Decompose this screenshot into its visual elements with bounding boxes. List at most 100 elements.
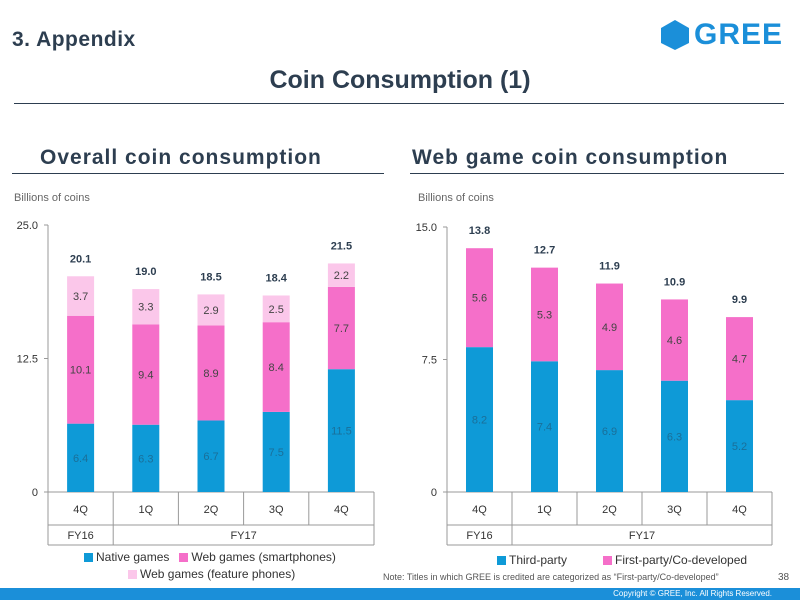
web-segment-label: 5.3: [537, 309, 552, 321]
footnote: Note: Titles in which GREE is credited a…: [383, 572, 719, 582]
overall-segment-label: 2.2: [334, 270, 349, 282]
web-segment-label: 4.7: [732, 354, 747, 366]
overall-segment-label: 11.5: [331, 426, 352, 438]
overall-y-tick-label: 25.0: [17, 220, 38, 232]
web-bar-segment: [661, 380, 688, 492]
overall-category-label: 3Q: [269, 504, 284, 516]
hexagon-logo-icon: [661, 20, 689, 50]
web-category-label: 3Q: [667, 504, 682, 516]
web-category-label: 4Q: [732, 504, 747, 516]
web-segment-label: 8.2: [472, 415, 487, 427]
left-legend-row-2: Web games (feature phones): [128, 567, 305, 581]
web-bar-segment: [726, 400, 753, 492]
left-chart-title: Overall coin consumption: [40, 146, 322, 169]
overall-bar-segment: [262, 411, 290, 492]
footer-bar: [0, 588, 800, 600]
web-segment-label: 6.9: [602, 426, 617, 438]
left-legend-row-1: Native games Web games (smartphones): [84, 550, 346, 564]
web-total-label: 10.9: [664, 276, 685, 288]
overall-segment-label: 10.1: [70, 365, 91, 377]
overall-segment-label: 2.9: [203, 305, 218, 317]
web-bar-segment: [466, 347, 493, 492]
gree-logo: GREE: [660, 18, 783, 52]
web-y-tick-label: 7.5: [422, 355, 437, 367]
web-bar-segment: [466, 248, 493, 348]
overall-bar-segment: [262, 295, 290, 323]
overall-category-label: 4Q: [73, 504, 88, 516]
legend-label: Web games (feature phones): [140, 567, 296, 581]
overall-segment-label: 7.5: [269, 447, 284, 459]
overall-y-tick-label: 0: [32, 487, 38, 499]
right-chart-divider: [410, 173, 784, 174]
web-bar-segment: [531, 361, 558, 492]
web-fiscal-year-label: FY17: [629, 530, 655, 542]
overall-segment-label: 8.9: [203, 368, 218, 380]
web-segment-label: 5.6: [472, 293, 487, 305]
third-party-swatch-icon: [497, 555, 506, 565]
web-total-label: 12.7: [534, 245, 555, 257]
overall-segment-label: 8.4: [269, 362, 284, 374]
overall-segment-label: 3.7: [73, 291, 88, 303]
overall-segment-label: 2.5: [269, 304, 284, 316]
legend-third-party: Third-party: [497, 553, 567, 567]
first-party-swatch-icon: [603, 555, 613, 565]
copyright: Copyright © GREE, Inc. All Rights Reserv…: [613, 589, 772, 598]
web-total-label: 11.9: [599, 261, 620, 273]
web-fiscal-year-label: FY16: [466, 530, 492, 542]
right-chart-title: Web game coin consumption: [412, 146, 729, 169]
overall-bar-segment: [327, 263, 355, 287]
native-swatch-icon: [84, 552, 93, 562]
charts-canvas: 0 12.5 25.0 4Q 1Q 2Q 3Q 4Q FY16 FY17 6.4 10.1 3.7 20.…: [17, 220, 773, 546]
overall-total-label: 18.4: [265, 272, 287, 284]
legend-label: Web games (smartphones): [191, 550, 336, 564]
overall-fiscal-year-label: FY17: [230, 530, 256, 542]
web-total-label: 13.8: [469, 225, 490, 237]
web-sp-swatch-icon: [179, 552, 189, 562]
overall-bar-segment: [132, 324, 160, 425]
web-bar-segment: [596, 283, 623, 371]
web-segment-label: 7.4: [537, 422, 552, 434]
overall-total-label: 20.1: [70, 253, 91, 265]
overall-bar-segment: [327, 286, 355, 370]
web-bar-segment: [531, 267, 558, 362]
web-segment-label: 5.2: [732, 441, 747, 453]
overall-bar-segment: [67, 276, 95, 316]
page-title: Coin Consumption (1): [269, 66, 531, 94]
logo-text: GREE: [694, 18, 784, 51]
right-units-label: Billions of coins: [418, 192, 494, 204]
legend-native-games: Native games: [84, 550, 169, 564]
legend-web-feature-phones: Web games (feature phones): [128, 567, 295, 581]
left-chart-divider: [12, 173, 384, 174]
legend-web-smartphones: Web games (smartphones): [179, 550, 336, 564]
web-category-label: 1Q: [537, 504, 552, 516]
web-y-tick-label: 15.0: [416, 222, 437, 234]
overall-bar-segment: [67, 423, 95, 492]
overall-total-label: 21.5: [331, 240, 352, 252]
overall-bar-segment: [197, 420, 225, 492]
web-bar-segment: [596, 370, 623, 492]
web-bar-segment: [726, 317, 753, 401]
overall-segment-label: 6.4: [73, 453, 88, 465]
legend-label: First-party/Co-developed: [615, 553, 748, 567]
web-bar-segment: [661, 299, 688, 381]
web-category-label: 4Q: [472, 504, 487, 516]
overall-bar-segment: [327, 369, 355, 492]
web-y-tick-label: 0: [431, 487, 437, 499]
overall-bar-segment: [197, 294, 225, 326]
overall-fiscal-year-label: FY16: [67, 530, 93, 542]
overall-bar-segment: [262, 322, 290, 412]
section-title: 3. Appendix: [12, 28, 136, 51]
overall-category-label: 4Q: [334, 504, 349, 516]
web-total-label: 9.9: [732, 294, 747, 306]
overall-total-label: 18.5: [200, 271, 221, 283]
overall-bar-segment: [132, 424, 160, 492]
overall-segment-label: 7.7: [334, 323, 349, 335]
overall-y-tick-label: 12.5: [17, 354, 38, 366]
web-fp-swatch-icon: [128, 569, 137, 579]
legend-first-party: First-party/Co-developed: [603, 553, 747, 567]
overall-category-label: 2Q: [204, 504, 219, 516]
overall-bar-segment: [67, 315, 95, 424]
overall-total-label: 19.0: [135, 266, 156, 278]
web-category-label: 2Q: [602, 504, 617, 516]
legend-label: Native games: [96, 550, 170, 564]
